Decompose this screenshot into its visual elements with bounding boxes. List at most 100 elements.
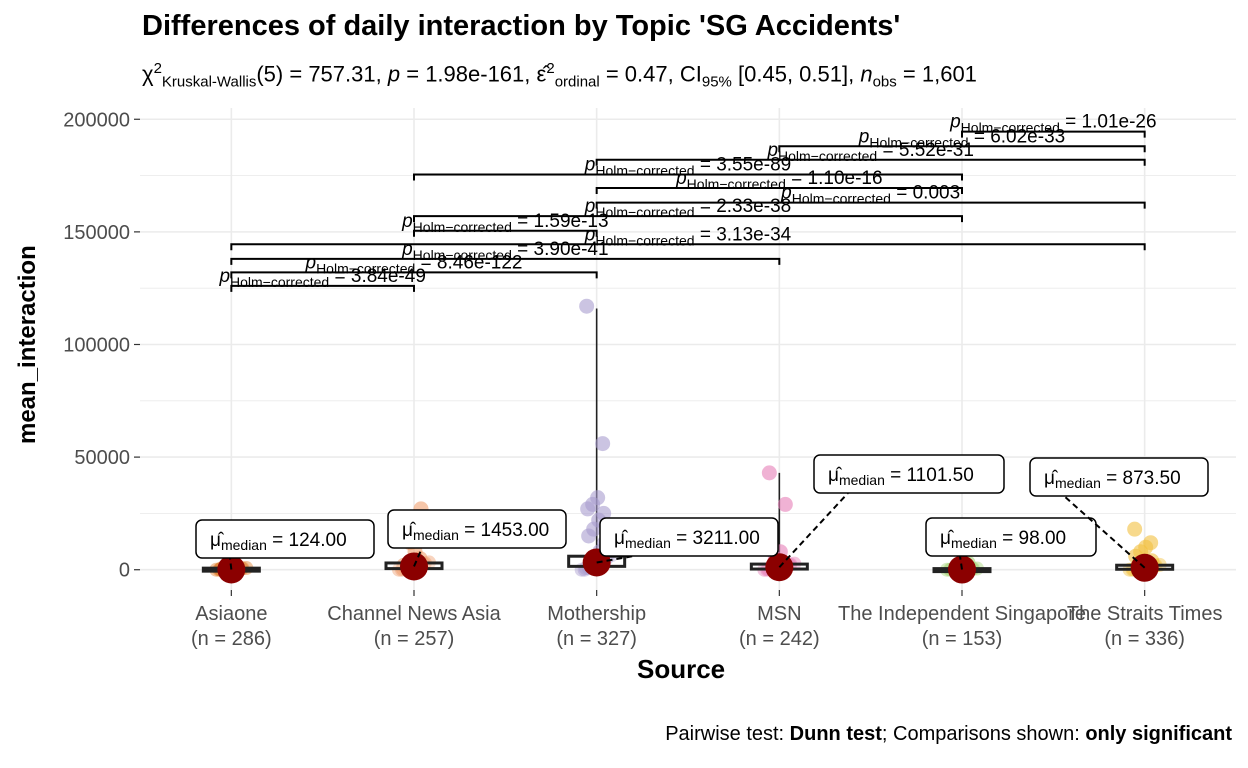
category-group bbox=[201, 555, 261, 584]
pairwise-label: pHolm−corrected = 1.10e-16 bbox=[675, 168, 882, 192]
median-label-text: μ̂median = 1453.00 bbox=[402, 520, 549, 543]
pairwise-brackets: pHolm−corrected = 3.84e-49pHolm−correcte… bbox=[218, 112, 1157, 292]
x-tick-sublabel: (n = 286) bbox=[191, 628, 272, 650]
n-label: n bbox=[860, 61, 873, 87]
data-point bbox=[761, 465, 777, 481]
x-tick-label: Channel News Asia bbox=[327, 603, 501, 625]
y-tick-label: 150000 bbox=[63, 222, 130, 244]
x-tick-sublabel: (n = 336) bbox=[1104, 628, 1185, 650]
pairwise-label: pHolm−corrected = 1.59e-13 bbox=[401, 211, 608, 235]
median-label-box bbox=[387, 509, 567, 549]
pairwise-bracket: pHolm−corrected = 1.01e-26 bbox=[949, 112, 1157, 138]
x-axis: Asiaone (n = 286) Channel News Asia (n = 25… bbox=[191, 590, 1222, 650]
x-tick-label: MSN bbox=[757, 603, 801, 625]
pairwise-bracket: pHolm−corrected = 5.52e-31 bbox=[595, 140, 1146, 166]
y-tick-label: 0 bbox=[119, 560, 130, 582]
y-tick-label: 50000 bbox=[74, 447, 130, 469]
grid-lines bbox=[140, 108, 1236, 590]
pairwise-label: pHolm−corrected = 5.52e-31 bbox=[766, 140, 973, 164]
bracket-line bbox=[230, 257, 781, 265]
pairwise-label: pHolm−corrected = 2.33e-38 bbox=[584, 196, 791, 220]
x-tick-label: Mothership bbox=[547, 603, 646, 625]
pairwise-label: pHolm−corrected = 3.84e-49 bbox=[218, 266, 425, 290]
pairwise-bracket: pHolm−corrected = 8.46e-122 bbox=[230, 252, 598, 279]
stat-symbol: χ bbox=[142, 61, 154, 87]
bracket-line bbox=[961, 130, 1146, 138]
n-sub: obs bbox=[872, 73, 897, 91]
x-tick-label: Asiaone bbox=[195, 603, 267, 625]
bracket-line bbox=[595, 186, 963, 194]
pairwise-label: pHolm−corrected = 1.01e-26 bbox=[949, 112, 1156, 136]
x-tick-sublabel: (n = 257) bbox=[374, 628, 455, 650]
median-labels: μ̂median = 124.00 μ̂median = 1453.00 μ̂med… bbox=[195, 454, 1209, 570]
bracket-line bbox=[595, 158, 1146, 166]
median-label: μ̂median = 1453.00 bbox=[387, 509, 567, 567]
median-leader bbox=[413, 547, 423, 567]
y-tick-label: 100000 bbox=[63, 334, 130, 356]
median-leader bbox=[1063, 495, 1146, 569]
median-label-box bbox=[1029, 457, 1209, 497]
effect-sup: 2 bbox=[546, 60, 555, 77]
n-value: = 1,601 bbox=[902, 61, 977, 87]
y-tick-label: 200000 bbox=[63, 109, 130, 131]
effect-value: = 0.47, bbox=[605, 61, 674, 87]
bracket-line bbox=[230, 271, 598, 279]
category-group bbox=[1115, 521, 1175, 582]
x-tick-sublabel: (n = 242) bbox=[739, 628, 820, 650]
median-label: μ̂median = 124.00 bbox=[195, 519, 375, 570]
x-axis-label: Source bbox=[637, 654, 726, 684]
chart-subtitle: χ2Kruskal-Wallis(5) = 757.31, p = 1.98e-… bbox=[142, 60, 977, 91]
chart-caption: Pairwise test: Dunn test; Comparisons sh… bbox=[665, 723, 1232, 746]
pairwise-bracket: pHolm−corrected = 3.84e-49 bbox=[218, 266, 426, 292]
caption-middle: ; Comparisons shown: bbox=[881, 723, 1086, 745]
data-point bbox=[595, 436, 611, 452]
median-label-box bbox=[813, 454, 1005, 494]
median-label-box bbox=[925, 517, 1097, 557]
stat-sub: Kruskal-Wallis bbox=[161, 73, 257, 91]
bracket-line bbox=[413, 229, 598, 237]
bracket-line bbox=[413, 173, 963, 181]
median-leader bbox=[778, 492, 849, 568]
x-tick-sublabel: (n = 153) bbox=[922, 628, 1003, 650]
median-label: μ̂median = 3211.00 bbox=[596, 517, 779, 564]
data-point bbox=[777, 496, 793, 512]
stat-value: (5) = 757.31, bbox=[256, 61, 382, 87]
effect-symbol: ε̂ bbox=[536, 61, 547, 87]
bracket-line bbox=[413, 215, 963, 223]
p-label: p bbox=[387, 61, 401, 87]
data-point bbox=[580, 501, 596, 517]
x-tick-sublabel: (n = 327) bbox=[556, 628, 637, 650]
median-label: μ̂median = 98.00 bbox=[925, 517, 1097, 570]
median-label: μ̂median = 1101.50 bbox=[778, 454, 1005, 568]
bracket-line bbox=[595, 201, 1146, 209]
pairwise-label: pHolm−corrected = 8.46e-122 bbox=[304, 252, 522, 276]
pairwise-bracket: pHolm−corrected = 1.10e-16 bbox=[595, 168, 963, 194]
caption-prefix: Pairwise test: bbox=[665, 723, 790, 745]
x-tick-label: The Independent Singapore bbox=[838, 603, 1086, 625]
median-label-text: μ̂median = 98.00 bbox=[940, 528, 1066, 551]
median-label-text: μ̂median = 3211.00 bbox=[614, 528, 760, 551]
pairwise-label: pHolm−corrected = 3.55e-89 bbox=[584, 154, 791, 178]
caption-test: Dunn test bbox=[789, 723, 882, 745]
pairwise-label: pHolm−corrected = 3.13e-34 bbox=[584, 224, 792, 248]
bracket-line bbox=[230, 284, 415, 292]
pairwise-bracket: pHolm−corrected = 2.33e-38 bbox=[413, 196, 963, 223]
median-leader bbox=[596, 555, 635, 564]
median-leader bbox=[229, 557, 233, 570]
y-axis: 0 50000 100000 150000 200000 bbox=[63, 109, 140, 582]
median-label-text: μ̂median = 873.50 bbox=[1044, 468, 1181, 491]
median-label: μ̂median = 873.50 bbox=[1029, 457, 1209, 569]
data-point bbox=[1127, 521, 1143, 537]
p-value: = 1.98e-161, bbox=[406, 61, 531, 87]
median-leader bbox=[959, 555, 963, 570]
y-axis-label: mean_interaction bbox=[14, 245, 41, 444]
ci-value: [0.45, 0.51], bbox=[738, 61, 855, 87]
median-label-box bbox=[195, 519, 375, 559]
stat-sup: 2 bbox=[153, 60, 162, 77]
pairwise-bracket: pHolm−corrected = 3.13e-34 bbox=[230, 224, 1146, 251]
chart-title: Differences of daily interaction by Topi… bbox=[142, 10, 901, 42]
x-tick-label: The Straits Times bbox=[1067, 603, 1223, 625]
bracket-line bbox=[778, 145, 1146, 153]
median-label-box bbox=[599, 517, 779, 557]
